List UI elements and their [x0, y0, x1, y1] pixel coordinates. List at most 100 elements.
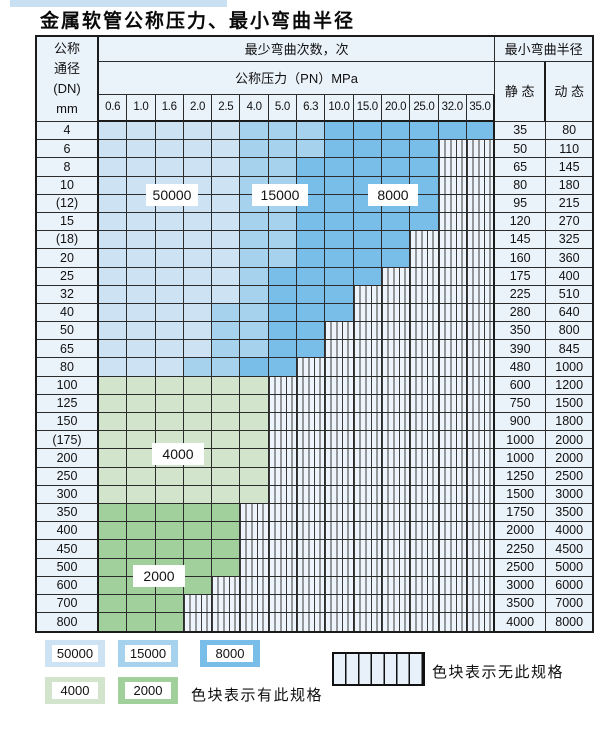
spec-cell-dn6-pn1.0: [127, 140, 156, 159]
dynamic-value-cell: 180: [546, 176, 593, 195]
spec-cell-dn4-pn1.6: [155, 122, 184, 141]
static-value-cell: 145: [495, 231, 547, 250]
dynamic-value-cell: 4500: [546, 540, 593, 559]
spec-cell-dn450-pn2.0: [183, 540, 213, 559]
spec-cell-dn50-pn6.3: [297, 322, 326, 341]
spec-cell-dn40-pn6.3: [297, 303, 326, 323]
spec-cell-dn(18)-pn2.5: [212, 231, 241, 250]
static-value-cell: 225: [495, 285, 547, 304]
dynamic-value-cell: 2500: [546, 467, 593, 486]
spec-cell-dn600-pn10.0: [325, 576, 354, 595]
spec-cell-dn15-pn1.0: [127, 212, 156, 232]
spec-cell-dn800-pn0.6: [99, 613, 128, 632]
spec-cell-dn65-pn1.0: [127, 340, 156, 359]
spec-cell-dn450-pn5.0: [268, 540, 298, 559]
spec-cell-dn65-pn5.0: [268, 340, 298, 359]
spec-cell-dn32-pn35.0: [466, 285, 496, 304]
spec-cell-dn15-pn2.5: [212, 212, 241, 232]
dn-cell-(12): (12): [37, 194, 99, 213]
spec-cell-dn15-pn5.0: [268, 212, 298, 232]
spec-cell-dn700-pn0.6: [99, 594, 128, 614]
legend-swatch-label: 2000: [125, 682, 171, 699]
spec-cell-dn32-pn32.0: [438, 285, 467, 304]
static-value-cell: 390: [495, 340, 547, 359]
spec-cell-dn65-pn6.3: [297, 340, 326, 359]
spec-cell-dn125-pn20.0: [381, 394, 411, 413]
spec-cell-dn700-pn5.0: [268, 594, 298, 614]
spec-cell-dn150-pn2.5: [212, 413, 241, 432]
spec-cell-dn450-pn6.3: [297, 540, 326, 559]
spec-cell-dn65-pn10.0: [325, 340, 354, 359]
spec-cell-dn300-pn0.6: [99, 485, 128, 504]
spec-cell-dn150-pn4.0: [240, 413, 269, 432]
dn-cell-350: 350: [37, 503, 99, 523]
spec-cell-dn(18)-pn1.0: [127, 231, 156, 250]
static-value-cell: 480: [495, 358, 547, 377]
spec-cell-dn50-pn2.0: [183, 322, 213, 341]
pressure-tick-2.0: 2.0: [183, 95, 213, 122]
static-value-cell: 1000: [495, 431, 547, 450]
spec-cell-dn15-pn15.0: [353, 212, 382, 232]
spec-cell-dn350-pn1.6: [155, 503, 184, 523]
spec-cell-dn6-pn15.0: [353, 140, 382, 159]
dn-cell-32: 32: [37, 285, 99, 304]
spec-cell-dn50-pn32.0: [438, 322, 467, 341]
spec-cell-dn450-pn20.0: [381, 540, 411, 559]
spec-cell-dn40-pn20.0: [381, 303, 411, 323]
spec-cell-dn(175)-pn10.0: [325, 431, 354, 450]
spec-cell-dn300-pn2.5: [212, 485, 241, 504]
spec-cell-dn(18)-pn6.3: [297, 231, 326, 250]
spec-cell-dn40-pn1.0: [127, 303, 156, 323]
spec-cell-dn450-pn4.0: [240, 540, 269, 559]
dynamic-column-header: 动 态: [546, 62, 593, 122]
nominal-pressure-header: 公称压力（PN）MPa: [99, 62, 496, 95]
spec-cell-dn(12)-pn32.0: [438, 194, 467, 213]
spec-cell-dn150-pn1.0: [127, 413, 156, 432]
spec-cell-dn25-pn6.3: [297, 267, 326, 286]
spec-cell-dn800-pn5.0: [268, 613, 298, 632]
spec-cell-dn400-pn6.3: [297, 522, 326, 541]
spec-cell-dn125-pn4.0: [240, 394, 269, 413]
dynamic-value-cell: 3000: [546, 485, 593, 504]
spec-cell-dn100-pn1.0: [127, 376, 156, 395]
spec-cell-dn600-pn20.0: [381, 576, 411, 595]
spec-cell-dn250-pn32.0: [438, 467, 467, 486]
pressure-tick-0.6: 0.6: [99, 95, 128, 122]
spec-cell-dn200-pn6.3: [297, 449, 326, 468]
legend-note-has-spec: 色块表示有此规格: [191, 687, 324, 704]
spec-cell-dn600-pn15.0: [353, 576, 382, 595]
spec-cell-dn20-pn4.0: [240, 249, 269, 268]
spec-cell-dn65-pn4.0: [240, 340, 269, 359]
dn-cell-200: 200: [37, 449, 99, 468]
spec-cell-dn150-pn2.0: [183, 413, 213, 432]
spec-cell-dn600-pn0.6: [99, 576, 128, 595]
spec-cell-dn6-pn35.0: [466, 140, 496, 159]
spec-cell-dn450-pn1.0: [127, 540, 156, 559]
static-value-cell: 3500: [495, 594, 547, 614]
spec-cell-dn150-pn6.3: [297, 413, 326, 432]
spec-cell-dn32-pn5.0: [268, 285, 298, 304]
spec-cell-dn400-pn1.0: [127, 522, 156, 541]
spec-cell-dn6-pn10.0: [325, 140, 354, 159]
pressure-tick-25.0: 25.0: [410, 95, 439, 122]
dynamic-value-cell: 6000: [546, 576, 593, 595]
dn-cell-300: 300: [37, 485, 99, 504]
spec-cell-dn50-pn10.0: [325, 322, 354, 341]
spec-cell-dn65-pn32.0: [438, 340, 467, 359]
spec-cell-dn8-pn2.5: [212, 158, 241, 177]
spec-cell-dn20-pn6.3: [297, 249, 326, 268]
region-label-50000: 50000: [146, 184, 198, 206]
spec-cell-dn20-pn20.0: [381, 249, 411, 268]
spec-cell-dn250-pn10.0: [325, 467, 354, 486]
spec-cell-dn150-pn10.0: [325, 413, 354, 432]
spec-cell-dn15-pn35.0: [466, 212, 496, 232]
pressure-tick-35.0: 35.0: [466, 95, 496, 122]
dynamic-value-cell: 800: [546, 322, 593, 341]
dn-cell-15: 15: [37, 212, 99, 232]
spec-cell-dn350-pn0.6: [99, 503, 128, 523]
spec-cell-dn80-pn10.0: [325, 358, 354, 377]
spec-cell-dn700-pn1.6: [155, 594, 184, 614]
spec-cell-dn(12)-pn0.6: [99, 194, 128, 213]
static-value-cell: 280: [495, 303, 547, 323]
spec-cell-dn250-pn5.0: [268, 467, 298, 486]
